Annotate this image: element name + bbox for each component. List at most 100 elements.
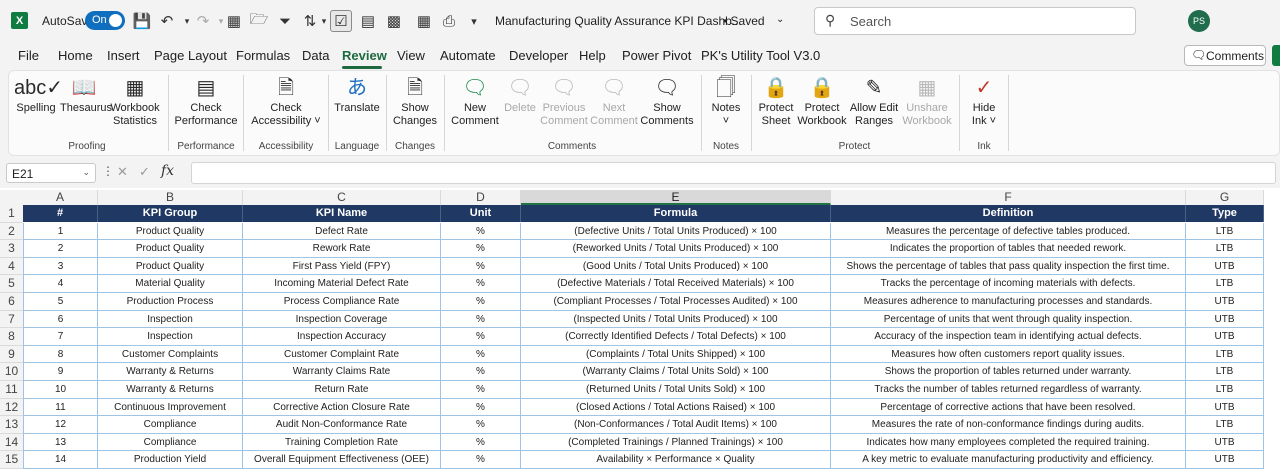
search-input[interactable]: ⚲ Search <box>814 7 1136 35</box>
row-header-7[interactable]: 7 <box>0 310 23 329</box>
cell-formula[interactable]: (Reworked Units / Total Units Produced) … <box>521 240 831 258</box>
check-accessibility-button[interactable]: 🗎 Check Accessibility ˅ <box>249 74 323 128</box>
cell-number[interactable]: 13 <box>23 433 98 452</box>
cell-definition[interactable]: Accuracy of the inspection team in ident… <box>831 328 1186 346</box>
cell-formula[interactable]: (Defective Units / Total Units Produced)… <box>521 222 831 241</box>
cell-kpi-group[interactable]: Compliance <box>98 433 243 452</box>
row-header-1[interactable]: 1 <box>0 205 23 223</box>
cell-kpi-name[interactable]: Warranty Claims Rate <box>243 363 441 381</box>
row-header-2[interactable]: 2 <box>0 222 23 241</box>
tab-help[interactable]: Help <box>579 48 606 63</box>
cell-kpi-group[interactable]: Production Yield <box>98 451 243 469</box>
cell-unit[interactable]: % <box>441 363 521 381</box>
cell-definition[interactable]: A key metric to evaluate manufacturing p… <box>831 451 1186 469</box>
cell-kpi-group[interactable]: Warranty & Returns <box>98 363 243 381</box>
protect-sheet-button[interactable]: 🔒 Protect Sheet <box>756 74 796 128</box>
cell-definition[interactable]: Indicates the proportion of tables that … <box>831 240 1186 258</box>
cell-type[interactable]: LTB <box>1186 381 1264 399</box>
row-header-9[interactable]: 9 <box>0 345 23 364</box>
cell-kpi-name[interactable]: Corrective Action Closure Rate <box>243 398 441 417</box>
avatar[interactable]: PS <box>1188 10 1210 32</box>
cell-definition[interactable]: Measures how often customers report qual… <box>831 345 1186 364</box>
cell-formula[interactable]: Availability × Performance × Quality <box>521 451 831 469</box>
tab-insert[interactable]: Insert <box>107 48 140 63</box>
show-comments-button[interactable]: 🗨 Show Comments <box>640 74 694 128</box>
formula-input[interactable] <box>191 162 1276 184</box>
cell-unit[interactable]: % <box>441 293 521 311</box>
cancel-icon[interactable]: ✕ <box>117 164 128 179</box>
sort-icon[interactable]: ⇅ <box>303 13 317 30</box>
previous-comment-button[interactable]: 🗨 Previous Comment <box>540 74 588 128</box>
cell-type[interactable]: UTB <box>1186 328 1264 346</box>
print-icon[interactable]: ⎙ <box>442 12 455 30</box>
cell-unit[interactable]: % <box>441 381 521 399</box>
column-header-b[interactable]: B <box>98 190 243 205</box>
tab-formulas[interactable]: Formulas <box>236 48 291 63</box>
cell-type[interactable]: UTB <box>1186 433 1264 452</box>
cell-kpi-name[interactable]: Rework Rate <box>243 240 441 258</box>
row-header-15[interactable]: 15 <box>0 451 23 469</box>
borders-icon[interactable]: ▦ <box>226 13 242 30</box>
cell-kpi-group[interactable]: Product Quality <box>98 240 243 258</box>
cell-unit[interactable]: % <box>441 398 521 417</box>
header-number[interactable]: # <box>23 205 98 222</box>
more-options-icon[interactable]: ⋮ <box>102 164 114 178</box>
row-header-3[interactable]: 3 <box>0 240 23 258</box>
cell-definition[interactable]: Shows the proportion of tables returned … <box>831 363 1186 381</box>
header-kpi-group[interactable]: KPI Group <box>98 205 243 222</box>
row-header-14[interactable]: 14 <box>0 433 23 452</box>
tab-home[interactable]: Home <box>58 48 93 63</box>
cell-unit[interactable]: % <box>441 433 521 452</box>
cell-number[interactable]: 11 <box>23 398 98 417</box>
autosave-toggle[interactable]: On <box>85 11 125 30</box>
cell-formula[interactable]: (Non-Conformances / Total Audit Items) ×… <box>521 416 831 434</box>
comments-button[interactable]: 🗨 Comments <box>1184 45 1266 66</box>
cell-kpi-name[interactable]: Return Rate <box>243 381 441 399</box>
header-definition[interactable]: Definition <box>831 205 1186 222</box>
cell-type[interactable]: UTB <box>1186 451 1264 469</box>
header-type[interactable]: Type <box>1186 205 1264 222</box>
header-unit[interactable]: Unit <box>441 205 521 222</box>
cell-formula[interactable]: (Warranty Claims / Total Units Sold) × 1… <box>521 363 831 381</box>
allow-edit-ranges-button[interactable]: ✎ Allow Edit Ranges <box>848 74 900 128</box>
cell-unit[interactable]: % <box>441 328 521 346</box>
row-header-12[interactable]: 12 <box>0 398 23 417</box>
cell-formula[interactable]: (Closed Actions / Total Actions Raised) … <box>521 398 831 417</box>
cell-unit[interactable]: % <box>441 310 521 329</box>
cell-kpi-name[interactable]: Process Compliance Rate <box>243 293 441 311</box>
document-title[interactable]: Manufacturing Quality Assurance KPI Dash… <box>495 14 742 28</box>
cell-definition[interactable]: Measures the percentage of defective tab… <box>831 222 1186 241</box>
cell-type[interactable]: LTB <box>1186 416 1264 434</box>
cell-kpi-group[interactable]: Inspection <box>98 310 243 329</box>
tab-review[interactable]: Review <box>342 48 387 63</box>
cell-definition[interactable]: Measures the rate of non-conformance fin… <box>831 416 1186 434</box>
cell-type[interactable]: LTB <box>1186 363 1264 381</box>
tab-automate[interactable]: Automate <box>440 48 496 63</box>
cell-unit[interactable]: % <box>441 240 521 258</box>
cell-kpi-group[interactable]: Product Quality <box>98 257 243 276</box>
cell-number[interactable]: 12 <box>23 416 98 434</box>
cell-unit[interactable]: % <box>441 451 521 469</box>
cell-definition[interactable]: Tracks the percentage of incoming materi… <box>831 275 1186 293</box>
cell-formula[interactable]: (Completed Trainings / Planned Trainings… <box>521 433 831 452</box>
row-header-10[interactable]: 10 <box>0 363 23 381</box>
cell-type[interactable]: UTB <box>1186 310 1264 329</box>
cell-definition[interactable]: Measures adherence to manufacturing proc… <box>831 293 1186 311</box>
enter-icon[interactable]: ✓ <box>139 164 150 179</box>
undo-dropdown-icon[interactable]: ▾ <box>184 15 190 26</box>
cell-kpi-name[interactable]: Customer Complaint Rate <box>243 345 441 364</box>
tab-utility-tool[interactable]: PK's Utility Tool V3.0 <box>701 48 821 63</box>
filter-icon[interactable]: ⏷ <box>278 12 291 30</box>
header-formula[interactable]: Formula <box>521 205 831 222</box>
column-header-e[interactable]: E <box>521 190 831 205</box>
cell-definition[interactable]: Indicates how many employees completed t… <box>831 433 1186 452</box>
cell-kpi-group[interactable]: Customer Complaints <box>98 345 243 364</box>
open-folder-icon[interactable]: 🗁 <box>249 10 269 28</box>
cell-definition[interactable]: Percentage of corrective actions that ha… <box>831 398 1186 417</box>
tab-power-pivot[interactable]: Power Pivot <box>622 48 692 63</box>
tab-data[interactable]: Data <box>302 48 330 63</box>
row-header-6[interactable]: 6 <box>0 293 23 311</box>
cell-formula[interactable]: (Returned Units / Total Units Sold) × 10… <box>521 381 831 399</box>
row-header-5[interactable]: 5 <box>0 275 23 293</box>
sort-dropdown-icon[interactable]: ▾ <box>321 15 327 26</box>
